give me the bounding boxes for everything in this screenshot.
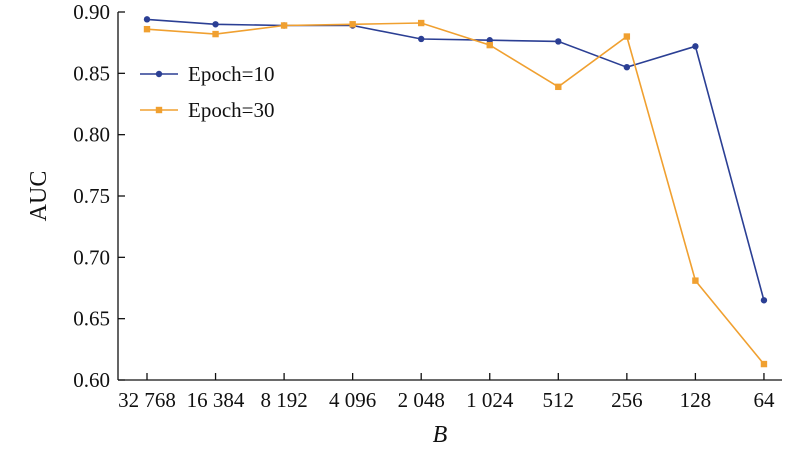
series-1-point-9	[760, 360, 768, 368]
x-tick-label: 256	[611, 388, 643, 412]
series-1-point-5	[486, 41, 493, 49]
series-0-point-8	[692, 43, 699, 50]
x-tick-label: 32 768	[118, 388, 176, 412]
series-0-point-7	[623, 63, 631, 71]
x-tick-label: 2 048	[398, 388, 445, 412]
legend-marker-0	[155, 70, 163, 78]
series-1-point-6	[555, 83, 562, 91]
series-line-1	[146, 22, 765, 365]
x-tick-label: 512	[543, 388, 575, 412]
chart-legend: Epoch=10 Epoch=30	[140, 62, 275, 122]
series-0-point-4	[418, 35, 425, 43]
series-1-point-1	[212, 30, 219, 38]
x-tick-label: 4 096	[329, 388, 376, 412]
series-1-point-3	[349, 21, 356, 28]
y-tick-label: 0.75	[73, 184, 110, 208]
series-0-point-5	[486, 37, 493, 44]
series-0-point-9	[760, 297, 768, 304]
y-tick-label: 0.60	[73, 368, 110, 392]
x-tick-label: 128	[680, 388, 712, 412]
series-0-point-0	[143, 16, 151, 23]
series-1-point-7	[623, 33, 631, 40]
y-tick-label: 0.80	[73, 123, 110, 147]
y-tick-label: 0.70	[73, 245, 110, 269]
series-1-point-2	[280, 22, 288, 29]
series-0-point-6	[555, 38, 562, 45]
series-line-0	[146, 18, 765, 301]
legend-label-0: Epoch=10	[188, 62, 275, 86]
x-tick-label: 8 192	[260, 388, 307, 412]
x-tick-label: 64	[753, 388, 775, 412]
legend-marker-1	[155, 106, 163, 114]
chart-series	[143, 16, 768, 368]
series-1-point-8	[692, 277, 699, 284]
legend-label-1: Epoch=30	[188, 98, 275, 122]
x-tick-label: 1 024	[466, 388, 514, 412]
series-1-point-4	[418, 19, 425, 27]
y-tick-label: 0.90	[73, 0, 110, 24]
y-tick-label: 0.65	[73, 307, 110, 331]
chart-ticks: 0.60 0.65 0.70 0.75 0.80 0.85 0.90 32 768 16 384…	[73, 0, 775, 412]
y-tick-label: 0.85	[73, 61, 110, 85]
x-tick-label: 16 384	[187, 388, 245, 412]
y-axis-title: AUC	[26, 171, 52, 222]
series-0-point-1	[212, 21, 219, 28]
x-axis-title: B	[433, 422, 448, 448]
series-1-point-0	[143, 25, 151, 33]
